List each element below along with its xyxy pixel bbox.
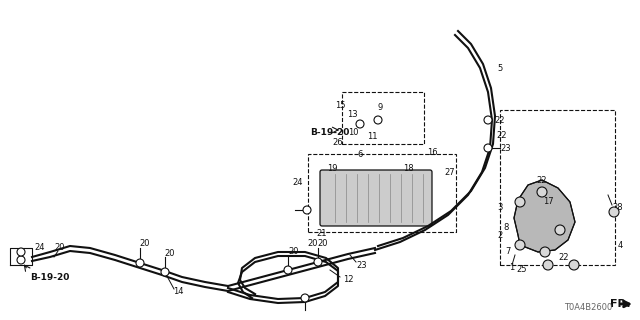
Text: 3: 3 bbox=[497, 204, 502, 212]
Circle shape bbox=[284, 266, 292, 274]
Text: 7: 7 bbox=[506, 247, 511, 257]
FancyBboxPatch shape bbox=[320, 170, 432, 226]
Circle shape bbox=[136, 259, 144, 267]
Circle shape bbox=[484, 116, 492, 124]
Text: B-19-20: B-19-20 bbox=[310, 127, 349, 137]
Text: 26: 26 bbox=[333, 138, 343, 147]
FancyBboxPatch shape bbox=[342, 92, 424, 144]
Text: 9: 9 bbox=[378, 102, 383, 111]
Text: 5: 5 bbox=[497, 63, 502, 73]
Text: 8: 8 bbox=[503, 223, 509, 233]
Text: 2: 2 bbox=[497, 230, 502, 239]
FancyBboxPatch shape bbox=[500, 110, 615, 265]
Text: 17: 17 bbox=[543, 197, 554, 206]
FancyBboxPatch shape bbox=[308, 154, 456, 232]
Circle shape bbox=[17, 248, 25, 256]
Text: 22: 22 bbox=[497, 131, 508, 140]
Text: 20: 20 bbox=[140, 239, 150, 249]
Text: B-19-20: B-19-20 bbox=[30, 274, 69, 283]
Text: 10: 10 bbox=[348, 127, 358, 137]
Text: 22: 22 bbox=[537, 175, 547, 185]
Text: 20: 20 bbox=[317, 239, 328, 249]
Circle shape bbox=[569, 260, 579, 270]
Circle shape bbox=[161, 268, 169, 276]
Text: FR.: FR. bbox=[610, 299, 630, 309]
Text: 24: 24 bbox=[35, 244, 45, 252]
Circle shape bbox=[356, 120, 364, 128]
Circle shape bbox=[537, 187, 547, 197]
Text: 25: 25 bbox=[516, 266, 527, 275]
Circle shape bbox=[515, 197, 525, 207]
Text: 4: 4 bbox=[618, 241, 623, 250]
Circle shape bbox=[301, 294, 309, 302]
Text: 20: 20 bbox=[308, 239, 318, 249]
Circle shape bbox=[374, 116, 382, 124]
Text: 6: 6 bbox=[357, 149, 363, 158]
Circle shape bbox=[540, 247, 550, 257]
Text: 22: 22 bbox=[495, 116, 505, 124]
Text: 27: 27 bbox=[445, 167, 455, 177]
Text: 20: 20 bbox=[164, 249, 175, 258]
Text: 11: 11 bbox=[367, 132, 377, 140]
Circle shape bbox=[484, 144, 492, 152]
Circle shape bbox=[515, 240, 525, 250]
Text: 1: 1 bbox=[509, 263, 515, 273]
Circle shape bbox=[543, 260, 553, 270]
Text: 14: 14 bbox=[173, 287, 183, 297]
Text: 18: 18 bbox=[403, 164, 413, 172]
Text: 21: 21 bbox=[317, 228, 327, 237]
Circle shape bbox=[303, 206, 311, 214]
Circle shape bbox=[17, 256, 25, 264]
Text: T0A4B2600: T0A4B2600 bbox=[564, 303, 612, 313]
Polygon shape bbox=[514, 180, 575, 252]
Text: 13: 13 bbox=[347, 109, 357, 118]
Text: 23: 23 bbox=[356, 260, 367, 269]
Text: 23: 23 bbox=[500, 143, 511, 153]
Text: 24: 24 bbox=[292, 178, 303, 187]
Text: 19: 19 bbox=[327, 164, 337, 172]
Text: 12: 12 bbox=[343, 276, 353, 284]
Text: 20: 20 bbox=[289, 247, 300, 257]
Circle shape bbox=[314, 258, 322, 266]
Text: 22: 22 bbox=[559, 253, 569, 262]
Text: 20: 20 bbox=[55, 244, 65, 252]
Text: 15: 15 bbox=[335, 100, 345, 109]
Text: 16: 16 bbox=[427, 148, 437, 156]
Circle shape bbox=[609, 207, 619, 217]
Text: 28: 28 bbox=[612, 204, 623, 212]
Circle shape bbox=[555, 225, 565, 235]
